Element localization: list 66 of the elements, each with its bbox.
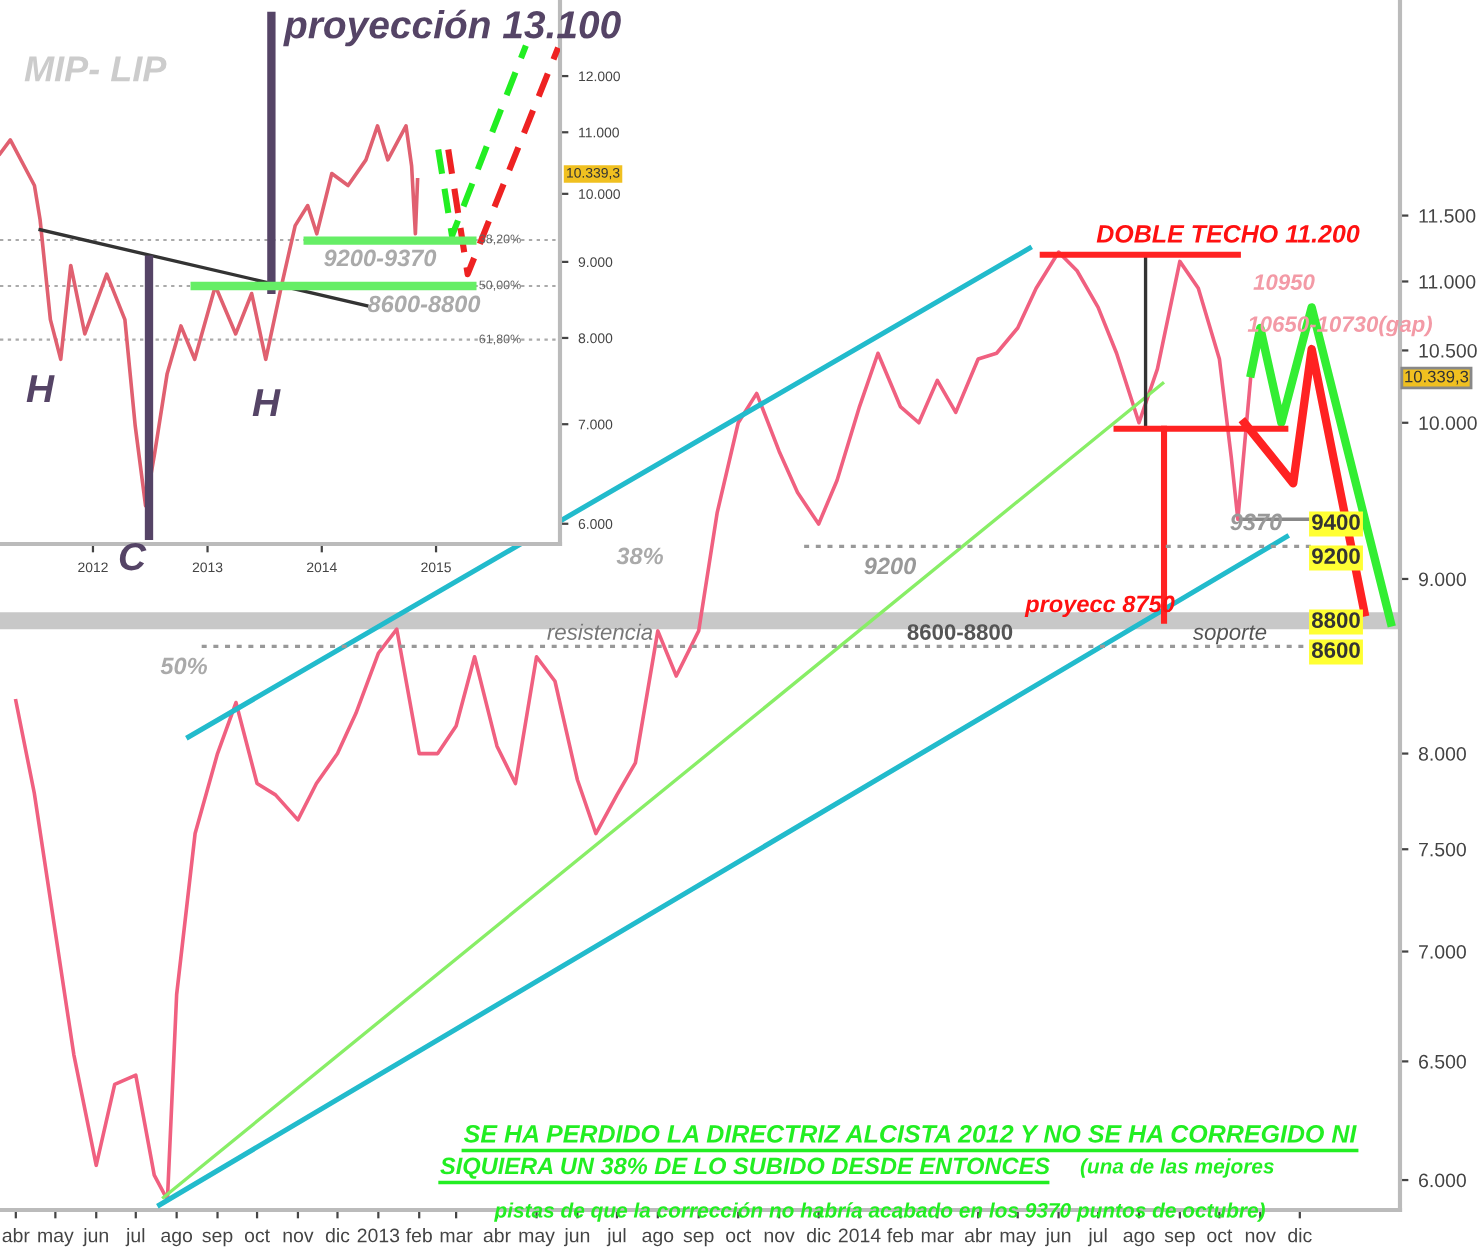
annotation: 50% [160,657,207,675]
x-tick-label: abr [483,1228,511,1243]
x-tick-label: 2013 [357,1228,400,1243]
y-tick-label: 11.500 [1419,209,1476,223]
x-tick-label: oct [726,1229,752,1243]
x-tick-label: oct [1207,1229,1233,1243]
x-tick-label: feb [887,1228,914,1243]
x-tick-label: ago [161,1231,193,1247]
x-tick-label: jun [563,1228,590,1247]
x-tick-label: jul [606,1228,626,1247]
annotation: 8600-8800 [907,624,1013,640]
annotation: 8800 [1311,612,1360,628]
x-tick-label: dic [325,1228,350,1243]
annotation: H [26,375,55,403]
annotation: proyección 13.100 [283,9,621,47]
x-tick-label: abr [2,1228,30,1243]
x-tick-label: feb [405,1228,432,1243]
x-tick-label: jun [1045,1228,1071,1247]
annotation: 8600 [1311,642,1360,658]
y-tick-label: 10.000 [1419,416,1477,431]
y-tick-label: 10.500 [1419,343,1477,358]
x-tick-label: nov [283,1231,314,1243]
annotation: resistencia [547,623,653,640]
x-tick-label: nov [764,1231,795,1243]
x-tick-label: dic [807,1228,831,1243]
y-tick-label: 9.000 [1418,572,1466,587]
y-tick-label: 11.000 [1419,274,1476,289]
x-tick-label: 2014 [838,1228,881,1243]
x-tick-label: may [38,1231,74,1247]
text: 10.339,3 [1405,370,1469,385]
annotation: DOBLE TECHO 11.200 [1096,225,1360,243]
annotation: 9200 [864,557,917,575]
x-tick-label: oct [244,1229,270,1243]
y-tick-label: 7.500 [1419,842,1466,857]
x-tick-label: jun [82,1228,108,1247]
annotation: (una de las mejores [1080,1158,1274,1178]
annotation: 9200-9370 [324,249,437,267]
y-tick-label: 6.000 [1419,1173,1466,1188]
y-tick-label: 6.500 [1419,1054,1466,1069]
annotation: 10950 [1253,274,1315,290]
annotation: C [119,542,147,571]
x-tick-label: may [519,1231,555,1247]
x-tick-label: sep [1164,1231,1195,1247]
x-tick-label: abr [964,1228,992,1243]
x-tick-label: nov [1245,1231,1276,1243]
x-tick-label: sep [683,1231,714,1247]
annotation: soporte [1193,625,1267,645]
x-tick-label: mar [921,1231,954,1243]
annotation: 9200 [1312,548,1360,564]
annotation: H [252,389,281,417]
annotation: 38% [616,547,663,565]
x-tick-label: may [1000,1231,1037,1247]
x-tick-label: dic [1288,1228,1312,1243]
x-tick-label: sep [202,1231,233,1247]
annotation: 9400 [1312,514,1360,530]
annotation: 8600-8800 [367,295,481,313]
x-tick-label: jul [125,1228,145,1247]
x-tick-label: ago [642,1231,674,1247]
y-tick-label: 7.000 [1419,944,1466,959]
x-tick-label: jul [1087,1228,1107,1247]
y-tick-label: 8.000 [1418,747,1466,761]
annotation: SIQUIERA UN 38% DE LO SUBIDO DESDE ENTONCES [440,1157,1050,1179]
x-tick-label: mar [440,1231,473,1243]
annotation: pistas de que la corrección no habría acabado en los 9370 puntos de octubre) [494,1202,1265,1222]
x-tick-label: ago [1123,1231,1155,1247]
annotation: SE HA PERDIDO LA DIRECTRIZ ALCISTA 2012 Y NO SE HA CORREGIDO NI [463,1125,1357,1143]
